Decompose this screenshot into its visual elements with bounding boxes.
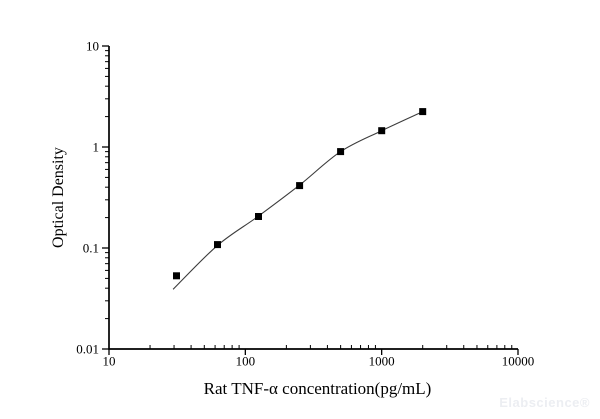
x-tick-label: 1000 xyxy=(369,354,395,369)
x-tick-label: 10000 xyxy=(502,354,535,369)
x-axis-title: Rat TNF-α concentration(pg/mL) xyxy=(204,379,432,398)
y-tick-label: 0.01 xyxy=(76,342,99,357)
y-tick-label: 1 xyxy=(93,140,100,155)
data-point-marker xyxy=(296,182,304,190)
data-point-marker xyxy=(378,127,386,135)
data-point-marker xyxy=(337,148,345,156)
data-point-marker xyxy=(173,272,180,280)
y-axis-title: Optical Density xyxy=(50,147,67,248)
data-point-marker xyxy=(255,213,262,220)
y-tick-label: 10 xyxy=(86,39,99,54)
fit-curve xyxy=(172,111,423,290)
x-tick-label: 100 xyxy=(236,354,256,369)
axis-lines xyxy=(108,46,518,350)
elabscience-watermark: Elabscience® xyxy=(499,395,590,410)
data-point-marker xyxy=(419,108,427,116)
y-tick-label: 0.1 xyxy=(83,241,99,256)
x-tick-label: 10 xyxy=(103,354,116,369)
data-point-marker xyxy=(214,241,221,249)
